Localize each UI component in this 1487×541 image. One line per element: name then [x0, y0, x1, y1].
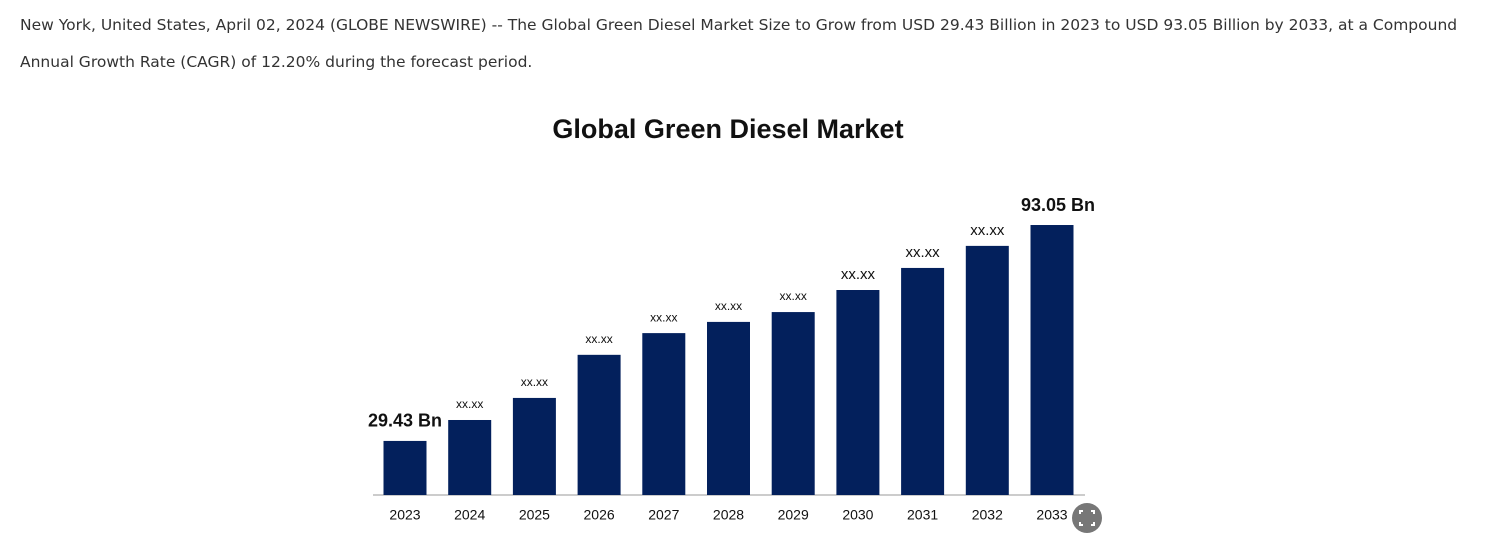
- x-tick-label: 2032: [972, 507, 1003, 523]
- bar: [771, 312, 815, 495]
- bar: [707, 321, 750, 495]
- value-label: xx.xx: [456, 397, 483, 411]
- value-label: xx.xx: [650, 310, 677, 324]
- x-tick-label: 2031: [907, 507, 938, 523]
- value-label: xx.xx: [780, 289, 807, 303]
- chart-title: Global Green Diesel Market: [552, 114, 903, 144]
- value-label: xx.xx: [906, 244, 941, 261]
- bar: [448, 419, 492, 495]
- expand-button[interactable]: [1072, 503, 1102, 533]
- bar: [383, 440, 427, 495]
- x-tick-label: 2027: [648, 507, 679, 523]
- value-label: xx.xx: [970, 222, 1005, 239]
- value-label: xx.xx: [715, 299, 742, 313]
- bar: [512, 397, 556, 495]
- x-tick-label: 2026: [584, 507, 615, 523]
- x-tick-label: 2023: [389, 507, 420, 523]
- bar: [1030, 225, 1074, 495]
- x-tick-label: 2029: [778, 507, 809, 523]
- bar: [642, 333, 686, 495]
- bar: [965, 245, 1009, 495]
- article-text: New York, United States, April 02, 2024 …: [20, 16, 1458, 71]
- bar: [577, 354, 621, 495]
- value-label: xx.xx: [521, 375, 548, 389]
- x-tick-label: 2028: [713, 507, 744, 523]
- x-tick-label: 2024: [454, 507, 485, 523]
- bar: [836, 290, 880, 495]
- bar: [901, 267, 945, 495]
- x-tick-label: 2025: [519, 507, 550, 523]
- value-label: xx.xx: [841, 266, 876, 283]
- value-label: 93.05 Bn: [1021, 195, 1095, 215]
- x-tick-label: 2033: [1036, 507, 1067, 523]
- x-tick-label: 2030: [842, 507, 873, 523]
- value-label: 29.43 Bn: [368, 411, 442, 431]
- value-label: xx.xx: [585, 332, 612, 346]
